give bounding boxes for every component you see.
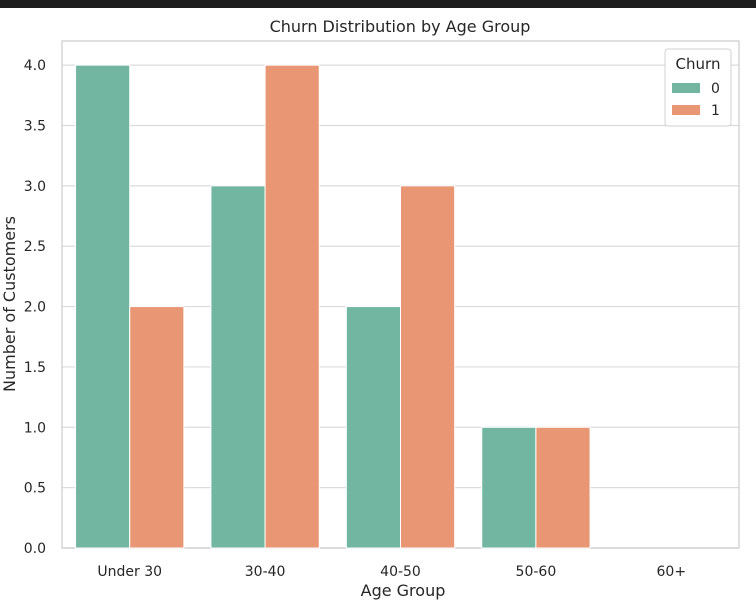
bar-under-30-churn-0	[75, 64, 131, 549]
bar-30-40-churn-1	[264, 64, 320, 549]
x-tick-label: 40-50	[380, 564, 421, 580]
x-axis-title: Age Group	[361, 581, 446, 600]
x-tick-label: 50-60	[516, 564, 557, 580]
x-tick-label: Under 30	[97, 564, 162, 580]
chart-title: Churn Distribution by Age Group	[270, 17, 531, 36]
y-tick-label: 2.0	[24, 300, 46, 316]
y-tick-label: 3.5	[24, 119, 46, 135]
y-tick-label: 0.5	[24, 481, 46, 497]
legend-swatch-1	[672, 105, 700, 115]
bar-under-30-churn-1	[129, 306, 185, 549]
y-tick-label: 4.0	[24, 58, 46, 74]
bar-50-60-churn-0	[481, 426, 537, 549]
legend-title: Churn	[676, 55, 721, 73]
chart-frame: 0.0 0.5 1.0 1.5 2.0 2.5 3.0 3.5 4.0 Under 30 30-4…	[0, 8, 756, 602]
y-tick-label: 2.5	[24, 239, 46, 255]
y-tick-label: 0.0	[24, 541, 46, 557]
y-tick-labels: 0.0 0.5 1.0 1.5 2.0 2.5 3.0 3.5 4.0	[24, 58, 46, 557]
churn-bar-chart: 0.0 0.5 1.0 1.5 2.0 2.5 3.0 3.5 4.0 Under 30 30-4…	[0, 17, 740, 600]
bar-40-50-churn-0	[345, 306, 401, 549]
y-tick-label: 3.0	[24, 179, 46, 195]
bar-30-40-churn-0	[210, 185, 266, 549]
y-axis-title: Number of Customers	[0, 216, 19, 392]
bar-40-50-churn-1	[400, 185, 456, 549]
x-tick-label: 60+	[657, 564, 687, 580]
legend-label-0: 0	[711, 81, 720, 97]
x-tick-labels: Under 30 30-40 40-50 50-60 60+	[97, 564, 686, 580]
bars	[75, 64, 591, 549]
bar-50-60-churn-1	[535, 426, 591, 549]
y-tick-label: 1.0	[24, 420, 46, 436]
legend-swatch-0	[672, 83, 700, 93]
y-tick-label: 1.5	[24, 360, 46, 376]
x-tick-label: 30-40	[245, 564, 286, 580]
legend: Churn 0 1	[664, 48, 732, 127]
legend-label-1: 1	[711, 103, 720, 119]
